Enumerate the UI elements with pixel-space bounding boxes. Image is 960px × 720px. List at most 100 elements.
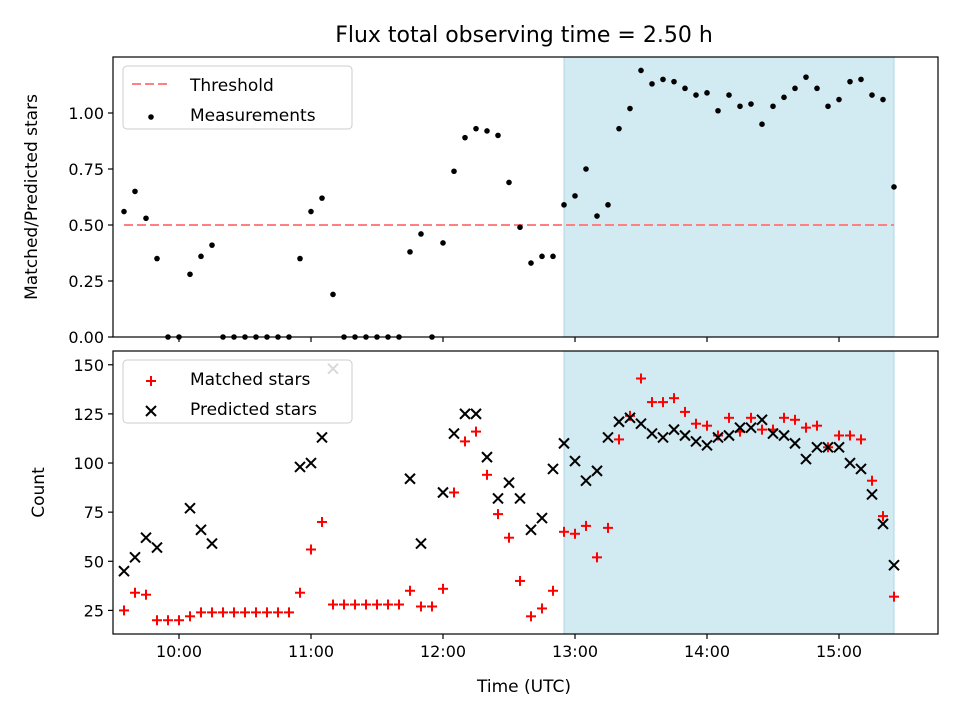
x-tick-label: 12:00	[420, 642, 466, 661]
measurement-point	[814, 85, 820, 92]
matched-point	[251, 607, 261, 618]
predicted-point	[492, 492, 504, 505]
measurement-point	[187, 271, 193, 278]
y-tick-label: 125	[73, 405, 104, 424]
predicted-point	[558, 437, 570, 450]
axes-frame	[112, 56, 939, 338]
matched-point	[196, 607, 206, 618]
predicted-point	[877, 518, 889, 530]
matched-point	[746, 412, 756, 423]
predicted-point	[305, 457, 317, 469]
measurement-point	[440, 240, 446, 246]
measurement-point	[484, 128, 490, 134]
predicted-point-b	[459, 408, 471, 420]
predicted-point	[844, 457, 856, 469]
matched-point	[317, 516, 327, 527]
predicted-point	[316, 431, 328, 444]
predicted-point-b	[558, 437, 570, 450]
measurement-point	[550, 253, 556, 260]
observing-window-span	[563, 350, 895, 635]
measurement-point	[704, 90, 710, 96]
matched-point	[614, 434, 624, 445]
measurement-point	[869, 92, 875, 98]
matched-point	[306, 544, 316, 555]
matched-point	[339, 599, 349, 610]
predicted-point	[866, 488, 878, 501]
measurement-point	[319, 195, 325, 201]
predicted-point	[800, 453, 812, 465]
measurement-point	[583, 166, 589, 172]
measurement-point	[154, 255, 160, 262]
predicted-point-b	[668, 423, 680, 436]
matched-point	[592, 552, 602, 563]
legend-measurement-swatch	[148, 114, 154, 120]
matched-point	[570, 528, 580, 539]
predicted-point-b	[855, 463, 867, 475]
matched-point	[636, 373, 646, 384]
y-tick-label: 100	[73, 454, 104, 473]
matched-point	[174, 615, 184, 626]
measurement-point	[517, 224, 523, 231]
predicted-point-b	[195, 524, 207, 536]
matched-point	[361, 599, 371, 610]
measurement-point	[682, 85, 688, 92]
predicted-point	[118, 565, 130, 577]
matched-point	[526, 611, 536, 622]
predicted-point-b	[305, 457, 317, 469]
predicted-point-b	[514, 492, 526, 505]
matched-point	[691, 418, 701, 429]
matched-point	[438, 583, 448, 594]
legend-label: Measurements	[190, 106, 316, 126]
observing-window-span	[563, 56, 895, 338]
predicted-point	[646, 427, 658, 440]
matched-point	[878, 511, 888, 522]
measurement-point	[660, 76, 666, 83]
predicted-point-b	[316, 431, 328, 444]
measurement-point	[770, 103, 776, 110]
matched-point	[515, 575, 525, 586]
predicted-point-b	[701, 439, 713, 452]
predicted-point	[569, 455, 581, 467]
predicted-point-b	[789, 437, 801, 450]
y-tick-label: 0.75	[68, 160, 104, 179]
matched-point	[405, 585, 415, 596]
matched-point	[328, 599, 338, 610]
predicted-point-b	[833, 441, 845, 454]
predicted-point-b	[866, 488, 878, 501]
measurement-point	[803, 74, 809, 80]
predicted-point	[580, 475, 592, 487]
matched-point	[834, 430, 844, 441]
predicted-point	[833, 441, 845, 454]
measurement-point	[330, 291, 336, 298]
predicted-point	[547, 463, 559, 475]
predicted-point	[151, 541, 163, 554]
measurement-point	[748, 101, 754, 107]
predicted-point-b	[745, 421, 757, 434]
predicted-point-b	[118, 565, 130, 577]
y-tick-label: 150	[73, 356, 104, 375]
matched-point	[845, 430, 855, 441]
predicted-point-b	[437, 486, 449, 499]
predicted-point	[437, 486, 449, 499]
matched-point	[537, 603, 547, 614]
matched-point	[119, 605, 129, 616]
predicted-point-b	[580, 475, 592, 487]
predicted-point	[525, 524, 537, 536]
predicted-point	[503, 476, 515, 489]
predicted-point-b	[503, 476, 515, 489]
y-tick-label: 1.00	[68, 104, 104, 123]
measurement-point	[143, 215, 149, 222]
measurement-point	[506, 179, 512, 186]
matched-point	[449, 487, 459, 498]
x-tick-label: 13:00	[552, 642, 598, 661]
predicted-point-b	[888, 559, 900, 571]
predicted-point	[536, 512, 548, 524]
measurement-point	[308, 208, 314, 215]
matched-point	[295, 587, 305, 598]
predicted-point	[459, 408, 471, 420]
measurement-point	[825, 103, 831, 110]
predicted-point-b	[811, 441, 823, 454]
predicted-point-b	[206, 537, 218, 550]
predicted-point-b	[613, 416, 625, 428]
measurement-point	[451, 168, 457, 175]
